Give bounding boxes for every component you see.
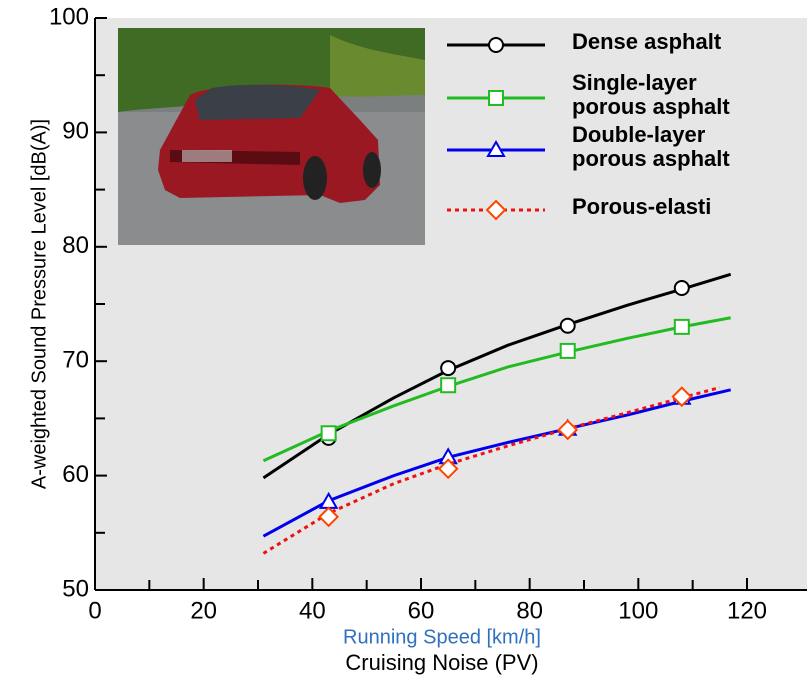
marker: [559, 342, 576, 359]
marker: [671, 386, 693, 408]
fit-curve: [262, 316, 731, 463]
chart-title: Cruising Noise (PV): [345, 650, 538, 675]
y-tick-label: 90: [62, 118, 89, 145]
marker: [557, 419, 579, 441]
y-axis-label: A-weighted Sound Pressure Level [dB(A)]: [28, 119, 50, 489]
marker: [673, 279, 690, 296]
legend-label: Single-layer: [572, 70, 697, 95]
y-tick-label: 70: [62, 347, 89, 374]
x-tick-label: 80: [516, 597, 543, 624]
x-tick-label: 100: [618, 597, 658, 624]
legend-label: Double-layer: [572, 122, 706, 147]
y-tick-label: 60: [62, 461, 89, 488]
fit-curve: [262, 388, 732, 538]
legend-label: porous asphalt: [572, 94, 730, 119]
marker: [440, 360, 457, 377]
x-tick-label: 40: [299, 597, 326, 624]
marker: [488, 90, 504, 106]
x-tick-label: 60: [408, 597, 435, 624]
y-tick-label: 80: [62, 232, 89, 259]
marker: [673, 318, 690, 335]
legend-label: Porous-elasti: [572, 194, 711, 219]
x-tick-label: 120: [727, 597, 767, 624]
x-tick-label: 0: [88, 597, 101, 624]
marker: [320, 425, 337, 442]
legend-label: porous asphalt: [572, 146, 730, 171]
marker: [485, 199, 507, 221]
legend-label: Dense asphalt: [572, 29, 722, 54]
car-photo: [118, 28, 425, 245]
marker: [559, 317, 576, 334]
marker: [440, 377, 457, 394]
y-tick-label: 50: [62, 575, 89, 602]
marker: [488, 37, 504, 53]
marker: [437, 458, 459, 480]
marker: [318, 506, 340, 528]
x-tick-label: 20: [190, 597, 217, 624]
y-tick-label: 100: [49, 3, 89, 30]
marker: [486, 139, 506, 157]
x-axis-label: Running Speed [km/h]: [343, 626, 541, 648]
